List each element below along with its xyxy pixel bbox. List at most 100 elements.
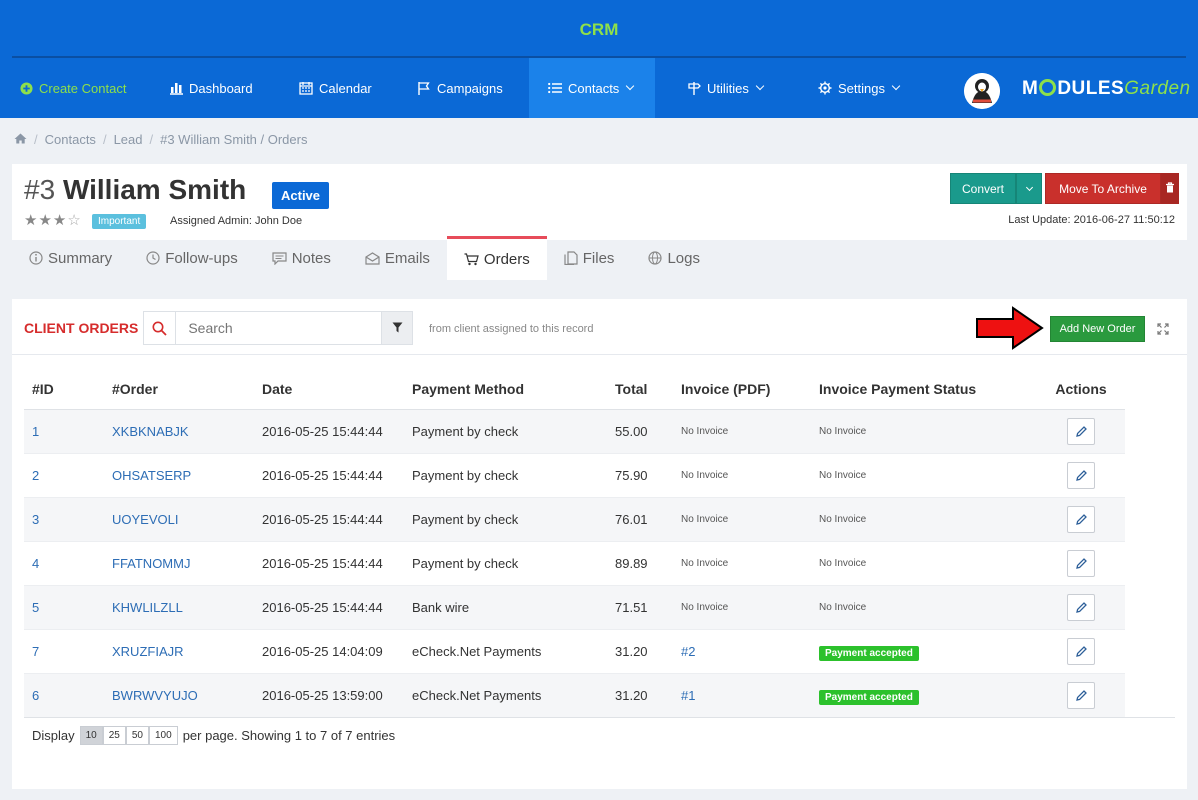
nav-label: Settings	[838, 80, 885, 96]
globe-icon	[648, 251, 663, 265]
table-header-row: #ID #Order Date Payment Method Total Inv…	[24, 369, 1125, 410]
client-orders-panel: CLIENT ORDERS from client assigned to th…	[12, 299, 1187, 789]
order-total: 55.00	[607, 409, 673, 454]
star-filled-icon[interactable]: ★	[52, 212, 68, 229]
order-reference[interactable]: KHWLILZLL	[104, 585, 254, 630]
order-id[interactable]: 7	[24, 629, 104, 674]
tab-label: Summary	[48, 249, 113, 267]
convert-dropdown-button[interactable]	[1016, 173, 1042, 204]
order-total: 71.51	[607, 585, 673, 630]
order-reference[interactable]: XRUZFIAJR	[104, 629, 254, 674]
nav-utilities[interactable]: Utilities	[686, 58, 765, 118]
order-id[interactable]: 4	[24, 541, 104, 586]
nav-label: Dashboard	[189, 80, 253, 96]
chevron-down-icon	[755, 81, 765, 91]
col-header-id[interactable]: #ID	[24, 369, 104, 410]
add-new-order-button[interactable]: Add New Order	[1050, 316, 1145, 342]
move-to-archive-button[interactable]: Move To Archive	[1045, 173, 1161, 204]
col-header-payment-status[interactable]: Invoice Payment Status	[811, 369, 1037, 410]
page-size-100[interactable]: 100	[149, 726, 178, 745]
invoice-pdf-link[interactable]: #1	[673, 673, 811, 718]
order-reference[interactable]: XKBKNABJK	[104, 409, 254, 454]
trash-icon	[1165, 181, 1175, 196]
col-header-invoice[interactable]: Invoice (PDF)	[673, 369, 811, 410]
invoice-pdf-link[interactable]: #2	[673, 629, 811, 674]
star-filled-icon[interactable]: ★	[24, 212, 39, 229]
expand-icon[interactable]	[1157, 323, 1169, 338]
order-reference[interactable]: FFATNOMMJ	[104, 541, 254, 586]
nav-dashboard[interactable]: Dashboard	[168, 58, 253, 118]
order-reference[interactable]: OHSATSERP	[104, 453, 254, 498]
logo-garden: Garden	[1124, 78, 1191, 99]
breadcrumb-contacts[interactable]: Contacts	[44, 132, 96, 147]
tab-logs[interactable]: Logs	[631, 236, 717, 280]
info-icon	[29, 251, 43, 265]
nav-label: Create Contact	[39, 80, 127, 96]
plus-circle-icon	[18, 80, 34, 96]
filter-button[interactable]	[381, 312, 412, 344]
tab-label: Logs	[667, 249, 700, 267]
invoice-pdf: No Invoice	[673, 585, 811, 630]
payment-status-cell: Payment accepted	[811, 673, 1037, 718]
edit-button[interactable]	[1067, 637, 1095, 665]
order-id[interactable]: 3	[24, 497, 104, 542]
tab-orders[interactable]: Orders	[446, 236, 547, 280]
tab-summary[interactable]: Summary	[12, 236, 129, 280]
nav-create-contact[interactable]: Create Contact	[18, 58, 126, 118]
pencil-icon	[1075, 645, 1087, 657]
page-size-10[interactable]: 10	[79, 726, 103, 745]
payment-status: No Invoice	[811, 585, 1037, 630]
payment-status: No Invoice	[811, 409, 1037, 454]
tab-follow-ups[interactable]: Follow-ups	[129, 236, 255, 280]
tab-label: Follow-ups	[165, 249, 238, 267]
edit-button[interactable]	[1067, 505, 1095, 533]
pencil-icon	[1075, 469, 1087, 481]
search-icon	[144, 312, 177, 344]
star-empty-icon[interactable]: ☆	[67, 212, 82, 229]
nav-calendar[interactable]: Calendar	[298, 58, 372, 118]
edit-button[interactable]	[1067, 549, 1095, 577]
page-size-25[interactable]: 25	[102, 726, 126, 745]
pencil-icon	[1075, 513, 1087, 525]
star-filled-icon[interactable]: ★	[38, 212, 53, 229]
gear-icon	[817, 80, 833, 96]
rating-stars[interactable]: ★★★☆	[24, 211, 82, 229]
home-icon[interactable]	[14, 132, 27, 147]
order-reference[interactable]: BWRWVYUJO	[104, 673, 254, 718]
col-header-date[interactable]: Date	[254, 369, 404, 410]
nav-settings[interactable]: Settings	[817, 58, 901, 118]
col-header-payment-method[interactable]: Payment Method	[404, 369, 607, 410]
files-icon	[564, 251, 578, 265]
search-input[interactable]	[176, 312, 382, 344]
col-header-order[interactable]: #Order	[104, 369, 254, 410]
tag-badge: Important	[92, 214, 147, 229]
page-size-50[interactable]: 50	[125, 726, 149, 745]
order-id[interactable]: 1	[24, 409, 104, 454]
user-avatar[interactable]	[964, 73, 1000, 109]
panel-title: CLIENT ORDERS	[24, 320, 139, 336]
edit-button[interactable]	[1067, 681, 1095, 709]
pencil-icon	[1075, 689, 1087, 701]
order-id[interactable]: 6	[24, 673, 104, 718]
edit-button[interactable]	[1067, 461, 1095, 489]
convert-button[interactable]: Convert	[950, 173, 1016, 204]
order-date: 2016-05-25 13:59:00	[254, 673, 404, 718]
order-reference[interactable]: UOYEVOLI	[104, 497, 254, 542]
order-id[interactable]: 2	[24, 453, 104, 498]
nav-label: Calendar	[319, 80, 372, 96]
tab-files[interactable]: Files	[547, 236, 632, 280]
order-id[interactable]: 5	[24, 585, 104, 630]
nav-campaigns[interactable]: Campaigns	[416, 58, 503, 118]
payment-status-cell: Payment accepted	[811, 629, 1037, 674]
col-header-total[interactable]: Total	[607, 369, 673, 410]
calendar-icon	[298, 80, 314, 96]
trash-button[interactable]	[1161, 173, 1179, 204]
breadcrumb-lead[interactable]: Lead	[113, 132, 143, 147]
edit-button[interactable]	[1067, 417, 1095, 445]
tab-emails[interactable]: Emails	[348, 236, 447, 280]
modulesgarden-logo: M DULESGarden	[1022, 78, 1191, 100]
edit-button[interactable]	[1067, 593, 1095, 621]
nav-contacts[interactable]: Contacts	[529, 58, 655, 118]
page-size-selector: 10 25 50 100	[79, 726, 178, 745]
tab-notes[interactable]: Notes	[255, 236, 348, 280]
